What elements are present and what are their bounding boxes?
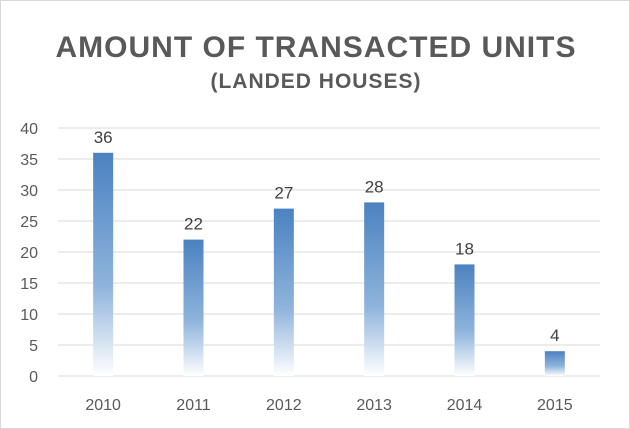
x-tick-label: 2015 [537,397,573,414]
data-labels: 36 22 27 28 18 4 [94,128,560,345]
y-tick-label: 10 [20,307,38,324]
y-tick-label: 0 [29,369,38,386]
gridlines [58,127,600,377]
y-axis-ticks: 0 5 10 15 20 25 30 35 40 [20,121,38,386]
y-tick-label: 30 [20,183,38,200]
data-label: 36 [94,128,113,147]
y-tick-label: 40 [20,121,38,138]
bar [364,202,385,376]
x-tick-label: 2012 [266,397,302,414]
y-tick-label: 25 [20,214,38,231]
y-tick-label: 15 [20,276,38,293]
y-tick-label: 20 [20,245,38,262]
data-label: 4 [550,326,559,345]
x-tick-label: 2010 [85,397,121,414]
x-tick-label: 2013 [356,397,392,414]
x-tick-label: 2014 [447,397,483,414]
data-label: 27 [274,184,293,203]
bar [544,351,565,376]
chart-subtitle: (LANDED HOUSES) [210,70,422,93]
chart-title: AMOUNT OF TRANSACTED UNITS [55,31,577,64]
bar [93,152,114,376]
bar [183,239,204,376]
x-axis-ticks: 2010 2011 2012 2013 2014 2015 [85,397,572,414]
data-label: 18 [455,239,474,258]
bar [454,264,475,376]
y-tick-label: 35 [20,152,38,169]
y-tick-label: 5 [29,338,38,355]
bars [93,152,565,376]
bar [273,208,294,376]
data-label: 28 [365,177,384,196]
data-label: 22 [184,215,203,234]
x-tick-label: 2011 [176,397,211,414]
